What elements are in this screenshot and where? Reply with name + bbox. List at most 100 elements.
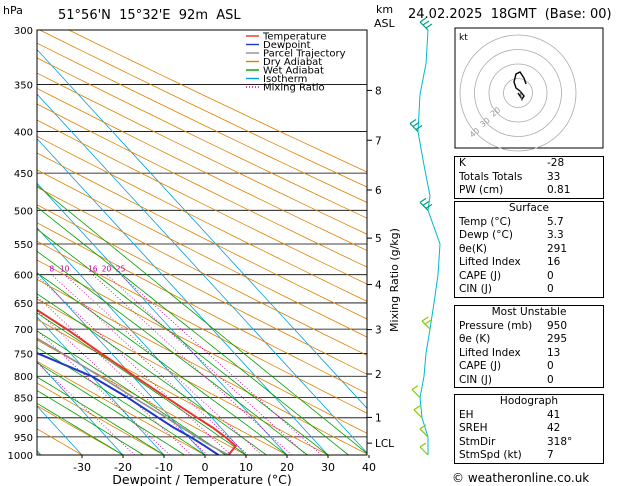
indices-row-key: CIN (J): [459, 373, 492, 386]
wind-barb-flag: [413, 405, 421, 411]
wind-barb-flag: [425, 203, 433, 209]
km-tick-label: 5: [375, 233, 382, 245]
dry-adiabat: [37, 259, 367, 434]
km-tick-label: LCL: [375, 438, 394, 450]
indices-row-key: Dewp (°C): [459, 229, 513, 241]
mixing-ratio-line: [37, 296, 208, 455]
indices-row: SREH 42: [455, 422, 603, 436]
mixing-ratio-label: 20: [102, 265, 112, 274]
indices-row-key: PW (cm): [459, 184, 504, 196]
indices-row-key: Totals Totals: [459, 170, 523, 183]
isotherm: [37, 227, 247, 455]
series-dewpoint: [37, 352, 220, 455]
pressure-tick-label: 750: [14, 349, 33, 360]
pressure-tick-label: 550: [14, 240, 33, 251]
isotherm: [37, 271, 206, 455]
dry-adiabat: [37, 278, 367, 455]
wind-profile-line: [417, 29, 441, 455]
indices-row-key: K: [459, 157, 466, 169]
indices-row: K -28: [455, 157, 603, 171]
indices-mu-box: Most Unstable Pressure (mb) 950 θe (K) 295 Li…: [454, 305, 604, 388]
indices-row-value: 5.7: [547, 215, 564, 228]
hodograph-ring: [459, 34, 577, 152]
indices-top-box: K -28 Totals Totals 33 PW (cm) 0.81: [454, 156, 604, 199]
km-tick-label: 6: [375, 185, 382, 197]
wet-adiabat: [37, 402, 124, 455]
indices-row: Temp (°C) 5.7: [455, 216, 603, 230]
mixing-ratio-label: 6: [33, 265, 38, 274]
legend-item-label: Isotherm: [263, 74, 307, 85]
indices-section-title: Most Unstable: [491, 306, 567, 318]
legend-item-label: Parcel Trajectory: [263, 49, 346, 60]
temperature-tick-label: 20: [280, 461, 294, 474]
wind-barb-flag: [421, 316, 429, 322]
wind-barb-flag: [422, 200, 430, 206]
km-tick-label: 8: [375, 85, 382, 97]
wet-adiabat: [37, 330, 226, 455]
pressure-tick-label: 350: [14, 80, 33, 91]
indices-row-value: 3.3: [547, 229, 564, 241]
temperature-tick-label: 40: [362, 461, 376, 474]
x-axis-label: Dewpoint / Temperature (°C): [112, 472, 291, 486]
asl-label: ASL: [374, 17, 395, 30]
indices-row-key: Lifted Index: [459, 256, 521, 268]
wind-barb-flag: [419, 197, 427, 203]
wet-adiabat: [37, 272, 288, 455]
wind-barb: [411, 389, 421, 399]
wind-barb: [413, 409, 423, 419]
wind-barb-flag: [422, 20, 430, 26]
wind-profile: [409, 17, 441, 456]
datetime-title: 24.02.2025 18GMT (Base: 00): [408, 7, 612, 22]
chart-series: 12346810162025: [33, 265, 238, 455]
temperature-tick-label: -30: [73, 461, 91, 474]
wind-barb-flag: [419, 442, 427, 448]
pressure-tick-label: 700: [14, 325, 33, 336]
wind-barb-flag: [419, 424, 427, 430]
chart-grid: [37, 30, 367, 455]
indices-row-value: 318°: [547, 435, 573, 448]
temperature-tick-label: -20: [114, 461, 132, 474]
indices-row-value: 0: [547, 283, 554, 295]
wind-barb-flag: [415, 125, 423, 131]
km-tick-label: 3: [375, 325, 382, 337]
km-tick-label: 2: [375, 369, 382, 381]
hodograph-storm-motion: [519, 90, 523, 102]
mixing-ratio-label: 8: [49, 265, 54, 274]
wind-barb: [419, 201, 429, 211]
temperature-tick-label: -10: [155, 461, 173, 474]
wet-adiabat: [37, 347, 206, 455]
wet-adiabat: [37, 362, 185, 455]
isotherm: [37, 316, 165, 455]
isotherm: [37, 405, 83, 455]
indices-row-key: Temp (°C): [459, 215, 512, 228]
indices-row: EH 41: [455, 409, 603, 423]
dry-adiabat: [37, 298, 329, 455]
indices-row-key: StmSpd (kt): [459, 449, 522, 461]
dry-adiabat: [68, 30, 367, 173]
hodograph-trace: [513, 71, 527, 101]
indices-row-key: θe(K): [459, 242, 487, 255]
temperature-tick-label: 10: [239, 461, 253, 474]
mixing-ratio-line: [37, 275, 232, 455]
indices-row: CAPE (J) 0: [455, 270, 603, 284]
wet-adiabat: [37, 206, 349, 455]
indices-row: Lifted Index 13: [455, 347, 603, 361]
pressure-tick-label: 850: [14, 394, 33, 405]
wind-barb-flag: [419, 17, 427, 23]
indices-row: CAPE (J) 0: [455, 360, 603, 374]
dry-adiabat: [37, 339, 247, 455]
km-tick-label: 1: [375, 412, 382, 424]
pressure-tick-label: 600: [14, 271, 33, 282]
dry-adiabat: [37, 318, 288, 455]
legend-item-label: Dry Adiabat: [263, 57, 322, 68]
indices-row-value: 42: [547, 422, 561, 434]
indices-row-key: CAPE (J): [459, 360, 502, 372]
wet-adiabat: [37, 293, 267, 455]
km-tick-label: 4: [375, 280, 382, 292]
pressure-tick-label: 950: [14, 433, 33, 444]
pressure-tick-label: 1000: [8, 451, 33, 462]
wind-barb: [419, 446, 429, 456]
indices-row-value: 33: [547, 170, 561, 183]
series-parcel-trajectory: [37, 337, 229, 455]
wet-adiabat: [37, 228, 329, 455]
